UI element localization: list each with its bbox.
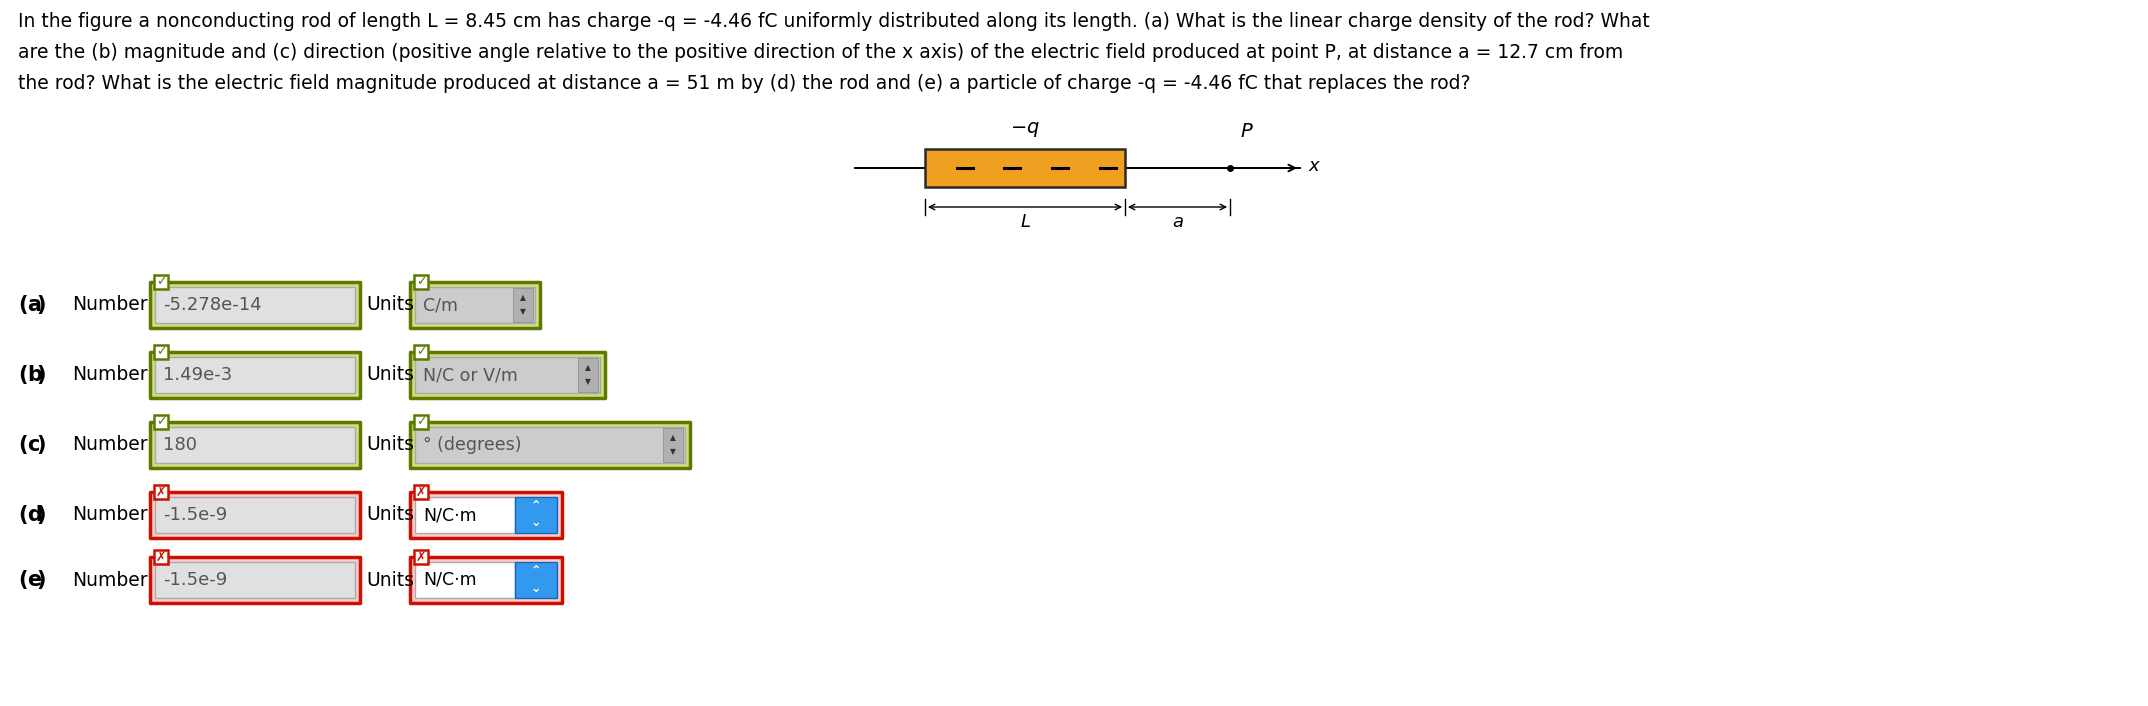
Text: 180: 180 xyxy=(163,436,198,454)
Text: (: ( xyxy=(17,295,28,315)
Text: (: ( xyxy=(17,570,28,590)
Text: ): ) xyxy=(37,295,45,315)
Text: Number: Number xyxy=(73,366,148,385)
Bar xyxy=(150,557,361,603)
Text: Number: Number xyxy=(73,296,148,314)
Text: Number: Number xyxy=(73,436,148,455)
Text: Units: Units xyxy=(365,436,415,455)
Text: $a$: $a$ xyxy=(1171,213,1184,231)
Text: ✗: ✗ xyxy=(157,551,165,563)
Bar xyxy=(410,492,563,538)
Text: ✓: ✓ xyxy=(417,275,425,289)
Text: are the (b) magnitude and (c) direction (positive angle relative to the positive: are the (b) magnitude and (c) direction … xyxy=(17,43,1624,62)
Bar xyxy=(155,562,354,598)
Text: (: ( xyxy=(17,505,28,525)
Bar xyxy=(415,415,427,429)
Text: ✗: ✗ xyxy=(417,551,425,563)
Text: ° (degrees): ° (degrees) xyxy=(423,436,522,454)
Text: $L$: $L$ xyxy=(1020,213,1031,231)
Text: ✓: ✓ xyxy=(417,416,425,429)
Bar xyxy=(415,550,427,564)
Bar xyxy=(415,485,427,499)
Bar xyxy=(155,485,168,499)
Text: ✓: ✓ xyxy=(157,275,165,289)
Text: -1.5e-9: -1.5e-9 xyxy=(163,506,228,524)
Text: ⌃: ⌃ xyxy=(531,566,541,578)
Text: ▼: ▼ xyxy=(520,308,526,316)
Bar xyxy=(155,497,354,533)
Text: ): ) xyxy=(37,570,45,590)
Text: -1.5e-9: -1.5e-9 xyxy=(163,571,228,589)
Text: ✓: ✓ xyxy=(157,416,165,429)
Bar xyxy=(150,282,361,328)
Bar xyxy=(410,422,690,468)
Bar xyxy=(410,282,539,328)
Text: ▲: ▲ xyxy=(670,433,677,443)
Text: N/C·m: N/C·m xyxy=(423,506,477,524)
Text: ▲: ▲ xyxy=(520,294,526,302)
Text: ▼: ▼ xyxy=(670,448,677,457)
Bar xyxy=(410,557,563,603)
Text: Number: Number xyxy=(73,570,148,590)
Text: the rod? What is the electric field magnitude produced at distance a = 51 m by (: the rod? What is the electric field magn… xyxy=(17,74,1471,93)
Bar xyxy=(415,275,427,289)
Text: (: ( xyxy=(17,365,28,385)
Text: N/C·m: N/C·m xyxy=(423,571,477,589)
Bar xyxy=(155,345,168,359)
Text: C/m: C/m xyxy=(423,296,458,314)
Text: (: ( xyxy=(17,435,28,455)
Text: ⌃: ⌃ xyxy=(531,501,541,513)
Text: ✓: ✓ xyxy=(157,345,165,359)
Text: 1.49e-3: 1.49e-3 xyxy=(163,366,232,384)
Bar xyxy=(415,427,685,463)
Text: ✓: ✓ xyxy=(417,345,425,359)
Text: b: b xyxy=(28,365,43,385)
Text: $-q$: $-q$ xyxy=(1010,120,1040,139)
Bar xyxy=(415,287,535,323)
Bar xyxy=(150,492,361,538)
Text: c: c xyxy=(28,435,39,455)
Bar xyxy=(415,357,599,393)
Bar xyxy=(415,497,516,533)
Bar xyxy=(415,345,427,359)
Text: a: a xyxy=(28,295,41,315)
Text: ): ) xyxy=(37,365,45,385)
Text: ⌄: ⌄ xyxy=(531,517,541,530)
Bar xyxy=(516,497,556,533)
Text: $P$: $P$ xyxy=(1239,122,1254,141)
Text: $x$: $x$ xyxy=(1308,157,1321,175)
Bar xyxy=(155,357,354,393)
Bar xyxy=(415,562,516,598)
Text: -5.278e-14: -5.278e-14 xyxy=(163,296,262,314)
Bar xyxy=(155,415,168,429)
Bar xyxy=(664,428,683,462)
Text: e: e xyxy=(28,570,41,590)
Text: ): ) xyxy=(37,505,45,525)
Text: ✗: ✗ xyxy=(157,486,165,498)
Text: Units: Units xyxy=(365,366,415,385)
Text: Number: Number xyxy=(73,505,148,525)
Bar xyxy=(155,427,354,463)
Text: ): ) xyxy=(37,435,45,455)
Text: Units: Units xyxy=(365,570,415,590)
Bar xyxy=(150,422,361,468)
Bar xyxy=(150,352,361,398)
Bar xyxy=(516,562,556,598)
Bar xyxy=(926,149,1126,187)
Bar xyxy=(155,275,168,289)
Bar xyxy=(155,550,168,564)
Text: Units: Units xyxy=(365,505,415,525)
Text: ⌄: ⌄ xyxy=(531,582,541,594)
Text: In the figure a nonconducting rod of length L = 8.45 cm has charge -q = -4.46 fC: In the figure a nonconducting rod of len… xyxy=(17,12,1650,31)
Text: ▼: ▼ xyxy=(584,378,591,386)
Bar xyxy=(578,358,597,392)
Text: ✗: ✗ xyxy=(417,486,425,498)
Text: Units: Units xyxy=(365,296,415,314)
Text: d: d xyxy=(28,505,41,525)
Text: N/C or V/m: N/C or V/m xyxy=(423,366,518,384)
Bar xyxy=(513,288,533,322)
Text: ▲: ▲ xyxy=(584,364,591,373)
Bar xyxy=(155,287,354,323)
Bar xyxy=(410,352,606,398)
